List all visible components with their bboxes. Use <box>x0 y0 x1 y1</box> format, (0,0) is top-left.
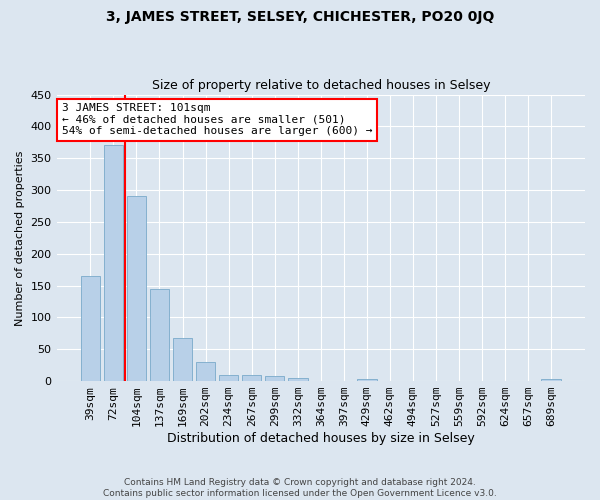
Bar <box>288 378 308 381</box>
Bar <box>149 289 169 381</box>
Bar <box>173 338 193 381</box>
Bar <box>242 374 262 381</box>
Bar <box>219 374 238 381</box>
Bar <box>357 379 377 381</box>
Bar <box>541 379 561 381</box>
Bar <box>265 376 284 381</box>
Bar <box>127 196 146 381</box>
X-axis label: Distribution of detached houses by size in Selsey: Distribution of detached houses by size … <box>167 432 475 445</box>
Text: Contains HM Land Registry data © Crown copyright and database right 2024.
Contai: Contains HM Land Registry data © Crown c… <box>103 478 497 498</box>
Text: 3 JAMES STREET: 101sqm
← 46% of detached houses are smaller (501)
54% of semi-de: 3 JAMES STREET: 101sqm ← 46% of detached… <box>62 103 373 136</box>
Text: 3, JAMES STREET, SELSEY, CHICHESTER, PO20 0JQ: 3, JAMES STREET, SELSEY, CHICHESTER, PO2… <box>106 10 494 24</box>
Title: Size of property relative to detached houses in Selsey: Size of property relative to detached ho… <box>152 79 490 92</box>
Bar <box>104 146 123 381</box>
Y-axis label: Number of detached properties: Number of detached properties <box>15 150 25 326</box>
Bar <box>80 276 100 381</box>
Bar <box>196 362 215 381</box>
